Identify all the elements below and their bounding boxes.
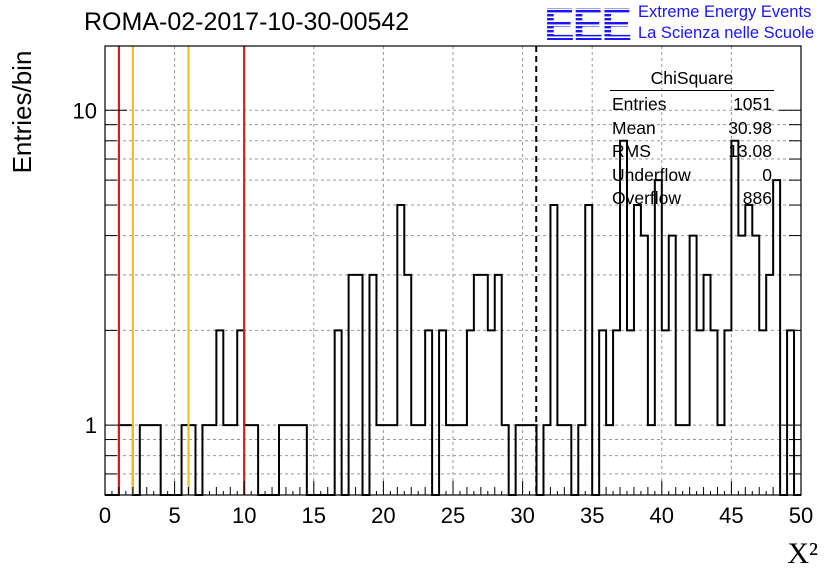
- histogram-outline: [105, 139, 801, 496]
- x-tick-label: 40: [650, 503, 674, 528]
- stats-label: Mean: [612, 117, 656, 138]
- y-tick-labels: 1 10: [73, 98, 97, 438]
- stats-row-mean: Mean 30.98: [612, 117, 772, 141]
- x-tick-label: 10: [232, 503, 256, 528]
- x-tick-label: 20: [371, 503, 395, 528]
- x-tick-label: 45: [719, 503, 743, 528]
- logo-line-1: Extreme Energy Events: [638, 3, 812, 21]
- stats-row-entries: Entries 1051: [612, 93, 772, 117]
- stats-value: 886: [742, 188, 772, 208]
- run-title: ROMA-02-2017-10-30-00542: [84, 8, 410, 36]
- reference-lines: [117, 46, 538, 495]
- stats-value: 13.08: [728, 141, 772, 161]
- y-tick-label: 10: [73, 98, 97, 123]
- stats-label: RMS: [612, 141, 651, 161]
- axes: [104, 45, 802, 496]
- stats-row-underflow: Underflow 0: [612, 164, 772, 188]
- x-tick-label: 5: [168, 503, 180, 528]
- x-tick-label: 15: [302, 503, 326, 528]
- stats-value: 0: [762, 164, 772, 185]
- x-tick-label: 25: [441, 503, 465, 528]
- x-axis-label: X²: [787, 537, 818, 570]
- x-tick-label: 0: [99, 503, 111, 528]
- stats-label: Overflow: [612, 188, 682, 208]
- stats-label: Entries: [612, 94, 667, 114]
- y-tick-label: 1: [85, 413, 97, 438]
- stats-value: 1051: [733, 94, 772, 114]
- x-tick-labels: 0 5 10 15 20 25 30 35 40 45 50: [99, 503, 813, 528]
- stats-row-overflow: Overflow 886: [612, 187, 772, 211]
- eee-logo: EEE: [544, 2, 632, 46]
- y-axis-label: Entries/bin: [7, 51, 37, 174]
- x-tick-label: 30: [510, 503, 534, 528]
- logo-text: Extreme Energy Events La Scienza nelle S…: [638, 2, 814, 44]
- stats-row-rms: RMS 13.08: [612, 140, 772, 164]
- histogram-step-line: [105, 139, 801, 496]
- stats-label: Underflow: [612, 164, 691, 185]
- logo-line-2: La Scienza nelle Scuole: [638, 24, 815, 42]
- logo-letters: EEE: [544, 2, 632, 46]
- stats-title: ChiSquare: [610, 66, 774, 91]
- stats-value: 30.98: [728, 117, 772, 138]
- x-tick-label: 35: [580, 503, 604, 528]
- x-tick-label: 50: [789, 503, 813, 528]
- statistics-box: ChiSquare Entries 1051 Mean 30.98 RMS 13.08 Un…: [610, 66, 774, 211]
